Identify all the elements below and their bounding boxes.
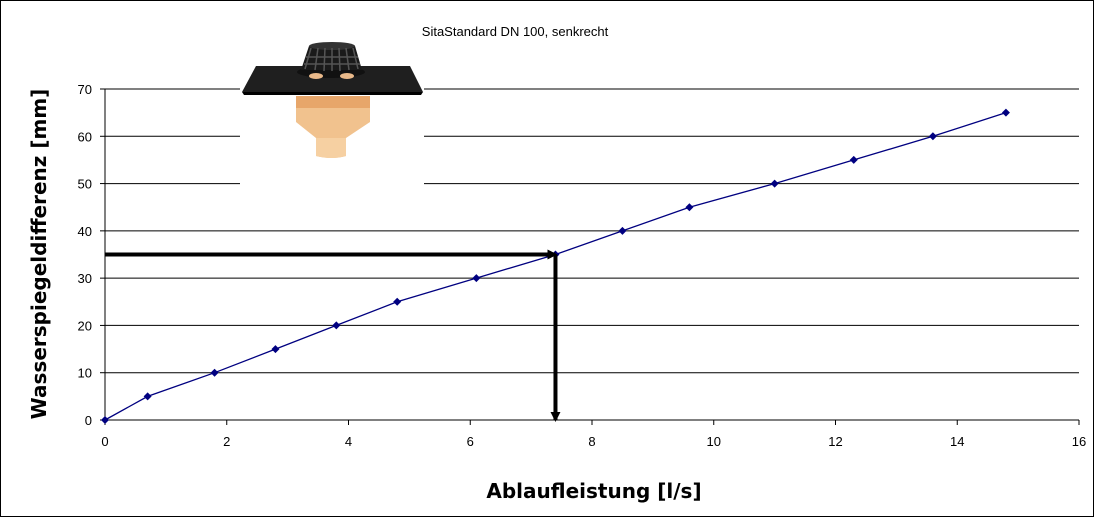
x-tick-label: 12	[828, 434, 842, 449]
data-point	[685, 203, 694, 212]
data-point	[770, 179, 779, 188]
data-point	[618, 226, 627, 235]
roof-drain-product-icon	[240, 42, 424, 204]
data-point	[393, 297, 402, 306]
x-tick-label: 4	[345, 434, 352, 449]
annotations	[105, 249, 561, 422]
y-tick-label: 50	[78, 177, 92, 192]
data-point	[1001, 108, 1010, 117]
x-tick-labels: 0 2 4 6 8 10 12 14 16	[101, 420, 1086, 449]
x-tick-label: 16	[1072, 434, 1086, 449]
y-tick-label: 40	[78, 224, 92, 239]
x-tick-label: 8	[588, 434, 595, 449]
x-tick-label: 14	[950, 434, 964, 449]
y-axis-title: Wasserspiegeldifferenz [mm]	[27, 89, 51, 420]
series-line	[104, 111, 1007, 421]
y-tick-label: 10	[78, 366, 92, 381]
data-point	[271, 345, 280, 354]
x-tick-label: 0	[101, 434, 108, 449]
series	[101, 108, 1010, 424]
data-point	[210, 368, 219, 377]
x-tick-label: 2	[223, 434, 230, 449]
data-point	[928, 132, 937, 141]
data-point	[849, 155, 858, 164]
data-point	[472, 274, 481, 283]
x-axis-title: Ablaufleistung [l/s]	[486, 479, 701, 503]
data-point	[332, 321, 341, 330]
y-tick-label: 60	[78, 129, 92, 144]
chart-title: SitaStandard DN 100, senkrecht	[422, 24, 609, 39]
y-tick-label: 0	[85, 413, 92, 428]
x-tick-label: 10	[707, 434, 721, 449]
y-tick-label: 20	[78, 318, 92, 333]
y-tick-label: 70	[78, 82, 92, 97]
data-point	[101, 416, 109, 424]
y-tick-labels: 0 10 20 30 40 50 60 70	[78, 82, 105, 428]
y-tick-label: 30	[78, 271, 92, 286]
data-point	[143, 392, 152, 401]
x-tick-label: 6	[467, 434, 474, 449]
